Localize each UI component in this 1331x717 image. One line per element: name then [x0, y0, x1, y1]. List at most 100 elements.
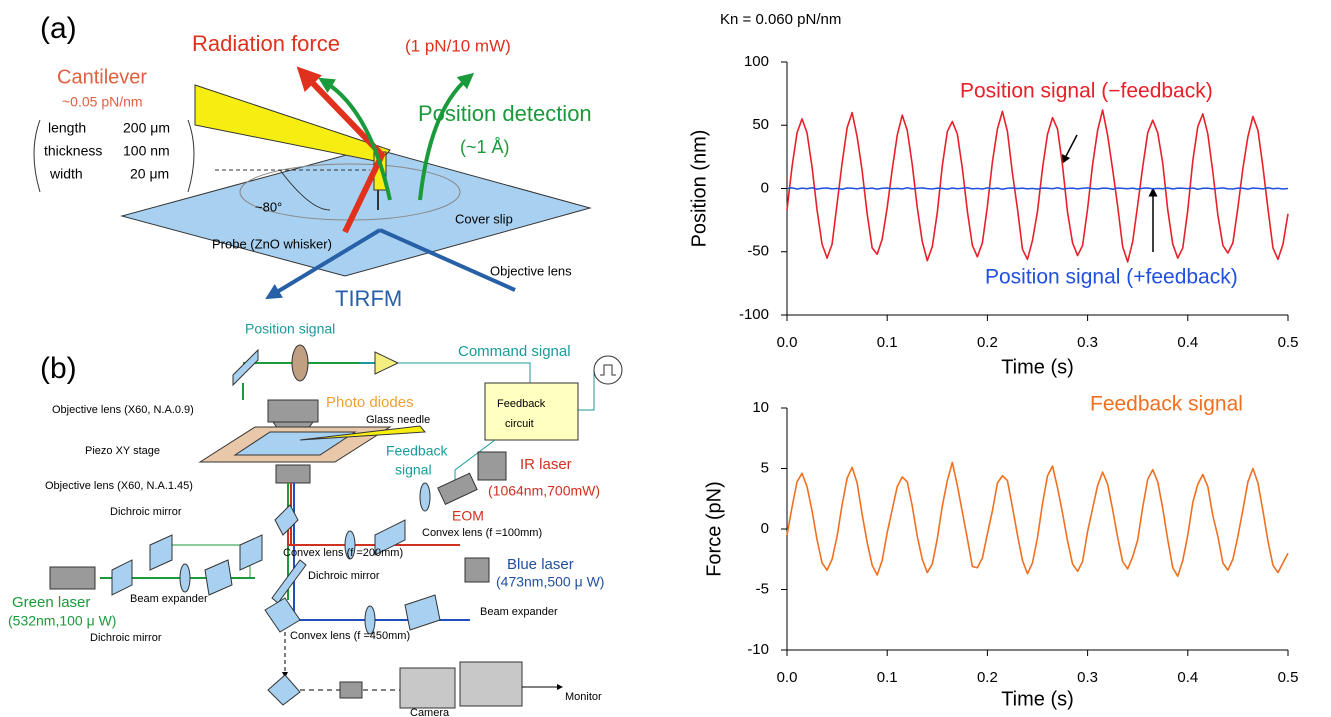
label: TIRFM: [335, 286, 402, 311]
y-tick-label: 100: [744, 53, 769, 70]
label: Green laser: [12, 594, 90, 611]
y-tick-label: -10: [747, 641, 769, 658]
panel-label: (b): [40, 352, 77, 385]
label: Objective lens (X60, N.A.0.9): [52, 404, 194, 416]
wire: [578, 370, 594, 410]
y-tick-label: 5: [761, 459, 769, 476]
x-tick-label: 0.4: [1177, 334, 1198, 351]
x-axis-label: Time (s): [1001, 688, 1074, 710]
expander: [112, 560, 132, 595]
x-tick-label: 0.3: [1077, 334, 1098, 351]
blue-laser-shape: [465, 558, 489, 582]
label: 200 μm: [123, 120, 170, 136]
label: length: [48, 120, 86, 136]
y-tick-label: 0: [761, 179, 769, 196]
label: Convex lens (f =200mm): [283, 547, 403, 559]
y-tick-label: 10: [752, 399, 769, 416]
y-tick-label: 50: [752, 116, 769, 133]
label: ~0.05 pN/nm: [62, 94, 143, 110]
label: Cover slip: [455, 211, 513, 226]
series-line: [787, 110, 1288, 262]
lens: [420, 483, 430, 511]
x-tick-label: 0.1: [877, 334, 898, 351]
expander: [205, 560, 232, 595]
label: 20 μm: [130, 166, 169, 182]
label: Probe (ZnO whisker): [212, 236, 332, 251]
label: width: [49, 166, 83, 182]
label: Cantilever: [57, 66, 147, 88]
label: Camera: [410, 707, 450, 717]
y-tick-label: -100: [739, 306, 769, 323]
label: Feedback: [386, 443, 448, 459]
label: EOM: [452, 508, 484, 524]
label: Dichroic mirror: [90, 632, 162, 644]
label: ~80°: [255, 199, 282, 214]
bracket: [188, 120, 194, 192]
subtitle: Kn = 0.060 pN/nm: [720, 11, 841, 28]
label: (532nm,100 μ W): [8, 613, 116, 629]
x-axis-label: Time (s): [1001, 356, 1074, 378]
x-tick-label: 0.4: [1177, 669, 1198, 686]
series-label: Position signal (+feedback): [985, 266, 1238, 289]
label: (~1 Å): [460, 137, 510, 157]
label: IR laser: [520, 456, 572, 473]
series-line: [787, 188, 1288, 190]
generator: [594, 356, 622, 384]
objective-bottom: [276, 465, 310, 483]
label: Dichroic mirror: [110, 506, 182, 518]
expander: [405, 595, 440, 630]
label: Dichroic mirror: [308, 570, 380, 582]
lens: [292, 345, 308, 381]
y-axis-label: Force (pN): [703, 481, 725, 577]
label: Glass needle: [366, 414, 430, 426]
bracket: [34, 120, 40, 192]
objective-top: [268, 400, 318, 422]
x-tick-label: 0.2: [977, 334, 998, 351]
label: Convex lens (f =100mm): [422, 527, 542, 539]
label: Beam expander: [480, 606, 558, 618]
camera-shape: [400, 668, 455, 708]
label: circuit: [505, 418, 534, 430]
x-tick-label: 0.0: [777, 669, 798, 686]
green-laser-shape: [50, 567, 95, 589]
series-label: Feedback signal: [1090, 393, 1243, 416]
y-axis-label: Position (nm): [688, 130, 710, 248]
x-tick-label: 0.5: [1278, 334, 1299, 351]
feedback-box: [485, 383, 578, 440]
label: Position detection: [418, 101, 592, 126]
mirror: [268, 675, 300, 705]
series-line: [787, 462, 1288, 576]
label: Position signal: [245, 321, 335, 337]
eom-shape: [438, 473, 477, 504]
label: Radiation force: [192, 31, 340, 56]
label: (1064nm,700mW): [488, 483, 600, 499]
label: Monitor: [565, 691, 602, 703]
x-tick-label: 0.1: [877, 669, 898, 686]
label: Feedback: [497, 398, 546, 410]
camera-shape: [460, 662, 522, 706]
figure: (a) Radiation force (1 pN/10 mW) Cantile…: [0, 0, 1331, 717]
label: (1 pN/10 mW): [405, 36, 511, 55]
series-label: Position signal (−feedback): [960, 80, 1213, 103]
y-tick-label: 0: [761, 520, 769, 537]
wire: [398, 363, 530, 383]
label: Photo diodes: [326, 394, 414, 411]
label: Command signal: [458, 343, 571, 360]
mirror: [233, 350, 258, 385]
label: Beam expander: [130, 593, 208, 605]
x-tick-label: 0.5: [1278, 669, 1299, 686]
ir-laser-shape: [478, 452, 506, 480]
amplifier: [375, 352, 398, 374]
x-tick-label: 0.2: [977, 669, 998, 686]
label: Blue laser: [507, 556, 574, 573]
y-tick-label: -5: [756, 580, 769, 597]
panel-label: (a): [40, 12, 77, 45]
mirror: [240, 535, 262, 570]
label: Convex lens (f =450mm): [290, 630, 410, 642]
label: Piezo XY stage: [85, 445, 160, 457]
mirror: [150, 535, 172, 570]
label: thickness: [44, 143, 102, 159]
x-tick-label: 0.0: [777, 334, 798, 351]
label: Objective lens: [490, 263, 572, 278]
pointer: [1064, 135, 1077, 160]
